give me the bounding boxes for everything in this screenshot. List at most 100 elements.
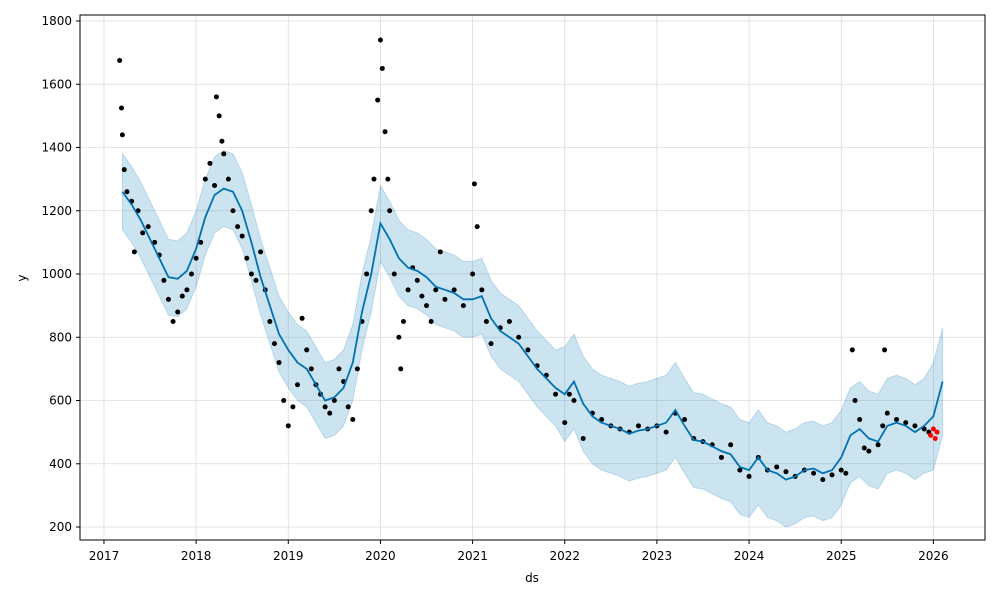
observed-point — [354, 366, 360, 372]
observed-point — [400, 318, 406, 324]
observed-point — [152, 239, 158, 245]
x-tick-label: 2019 — [273, 549, 304, 563]
observed-point — [562, 420, 568, 426]
observed-point — [682, 417, 688, 423]
uncertainty-band — [121, 150, 944, 528]
observed-point — [331, 398, 337, 404]
observed-point — [483, 318, 489, 324]
y-tick-label: 800 — [49, 330, 72, 344]
observed-point — [230, 208, 236, 214]
observed-point — [244, 255, 250, 261]
observed-point — [299, 315, 305, 321]
x-tick-label: 2023 — [642, 549, 673, 563]
observed-point — [437, 249, 443, 255]
recent-point — [930, 426, 936, 432]
observed-point — [382, 129, 388, 135]
observed-point — [170, 318, 176, 324]
observed-point — [428, 318, 434, 324]
y-tick-label: 1800 — [41, 14, 72, 28]
observed-point — [398, 366, 404, 372]
observed-point — [728, 442, 734, 448]
observed-point — [811, 470, 817, 476]
observed-point — [635, 423, 641, 429]
observed-point — [820, 477, 826, 483]
observed-point — [294, 382, 300, 388]
observed-point — [385, 176, 391, 182]
observed-point — [119, 132, 125, 138]
observed-point — [525, 347, 531, 353]
observed-point — [117, 58, 123, 64]
forecast-line — [121, 187, 944, 481]
y-tick-label: 200 — [49, 520, 72, 534]
observed-point — [368, 208, 374, 214]
y-tick-label: 400 — [49, 457, 72, 471]
observed-point — [121, 167, 127, 173]
observed-point — [276, 360, 282, 366]
observed-point — [880, 423, 886, 429]
recent-point — [928, 432, 934, 438]
observed-point — [184, 287, 190, 293]
observed-point — [189, 271, 195, 277]
x-tick-label: 2017 — [89, 549, 120, 563]
observed-point — [235, 224, 241, 230]
observed-point — [118, 105, 124, 111]
observed-point — [852, 398, 858, 404]
observed-point — [140, 230, 146, 236]
observed-point — [213, 94, 219, 100]
y-tick-label: 1000 — [41, 267, 72, 281]
observed-point — [239, 233, 245, 239]
x-tick-label: 2021 — [457, 549, 488, 563]
observed-point — [379, 65, 385, 71]
observed-point — [285, 423, 291, 429]
observed-point — [861, 445, 867, 451]
observed-point — [248, 271, 254, 277]
x-tick-label: 2020 — [365, 549, 396, 563]
observed-point — [571, 398, 577, 404]
observed-point — [336, 366, 342, 372]
observed-point — [884, 410, 890, 416]
observed-point — [424, 303, 430, 309]
observed-point — [843, 470, 849, 476]
observed-point — [175, 309, 181, 315]
x-tick-label: 2025 — [826, 549, 857, 563]
observed-point — [894, 417, 900, 423]
observed-point — [216, 113, 222, 119]
y-tick-label: 1400 — [41, 141, 72, 155]
observed-point — [857, 417, 863, 423]
observed-point — [663, 429, 669, 435]
observed-point — [479, 287, 485, 293]
observed-point — [281, 398, 287, 404]
recent-point — [932, 435, 938, 441]
observed-point — [161, 277, 167, 283]
observed-point — [207, 160, 213, 166]
y-axis-label: y — [15, 274, 29, 281]
observed-point — [124, 189, 130, 195]
observed-point — [580, 435, 586, 441]
observed-point — [387, 208, 393, 214]
x-tick-label: 2018 — [181, 549, 212, 563]
observed-point — [198, 239, 204, 245]
observed-point — [474, 224, 480, 230]
observed-point — [506, 318, 512, 324]
observed-point — [414, 277, 420, 283]
observed-point — [350, 417, 356, 423]
observed-point — [882, 347, 888, 353]
observed-point — [470, 271, 476, 277]
recent-point — [934, 429, 940, 435]
observed-point — [267, 318, 273, 324]
observed-point — [212, 182, 218, 188]
observed-point — [471, 181, 477, 187]
observed-point — [308, 366, 314, 372]
observed-point — [131, 249, 137, 255]
observed-point — [737, 467, 743, 473]
observed-point — [405, 287, 411, 293]
observed-point — [304, 347, 310, 353]
observed-point — [849, 347, 855, 353]
y-tick-label: 600 — [49, 394, 72, 408]
observed-point — [451, 287, 457, 293]
observed-point — [179, 293, 185, 299]
y-tick-label: 1600 — [41, 77, 72, 91]
observed-point — [488, 341, 494, 347]
observed-point — [553, 391, 559, 397]
x-tick-label: 2022 — [549, 549, 580, 563]
